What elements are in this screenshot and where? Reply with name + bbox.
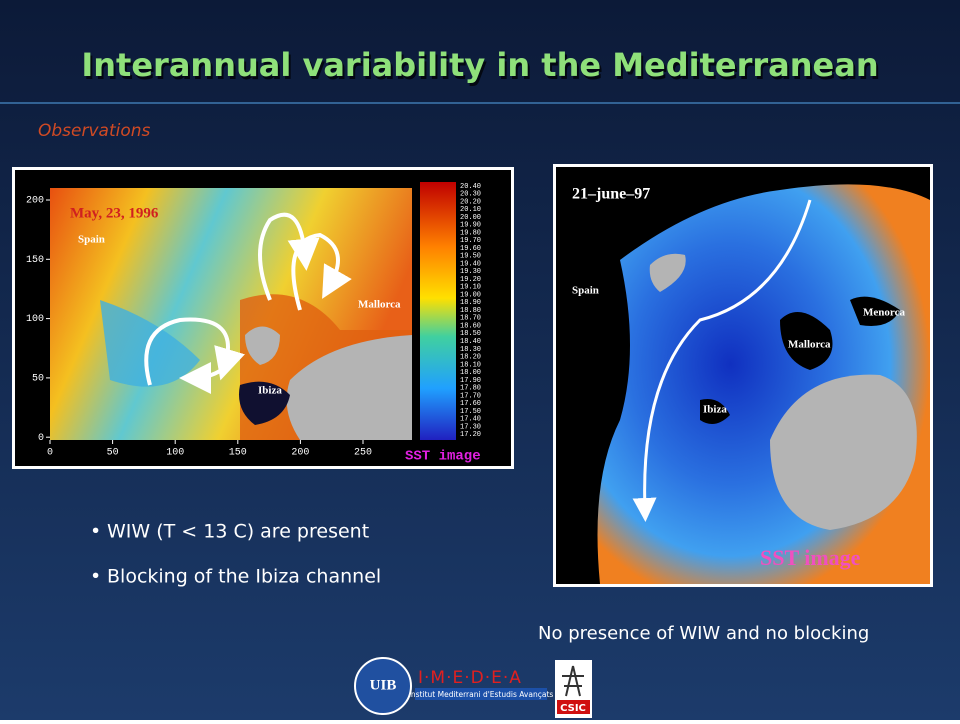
x-tick-label: 250	[354, 448, 372, 459]
colorbar-label: 18.60	[460, 322, 481, 330]
place-label: Mallorca	[788, 339, 831, 351]
colorbar-label: 18.80	[460, 307, 481, 315]
colorbar-label: 20.40	[460, 183, 481, 191]
section-label: Observations	[38, 121, 151, 141]
colorbar-label: 19.80	[460, 229, 481, 237]
colorbar-label: 19.30	[460, 268, 481, 276]
title: Interannual variability in the Mediterra…	[81, 46, 878, 84]
x-tick-label: 100	[166, 448, 184, 459]
place-label: Mallorca	[358, 299, 401, 311]
colorbar-label: 17.90	[460, 377, 481, 385]
colorbar-label: 19.40	[460, 260, 481, 268]
place-label: Menorca	[863, 307, 905, 319]
bullet-text: WIW (T < 13 C) are present	[107, 521, 369, 543]
colorbar-label: 20.30	[460, 191, 481, 199]
logos: UIB I·M·E·D·E·A Institut Mediterrani d'E…	[354, 657, 592, 718]
colorbar-label: 19.00	[460, 291, 481, 299]
colorbar-label: 19.50	[460, 253, 481, 261]
x-tick-label: 0	[47, 448, 53, 459]
y-tick-label: 0	[38, 433, 44, 444]
colorbar-label: 19.70	[460, 237, 481, 245]
colorbar-label: 18.40	[460, 338, 481, 346]
colorbar-label: 20.10	[460, 206, 481, 214]
left-sst-image: May, 23, 1996 Spain Mallorca Ibiza SST i…	[12, 167, 514, 469]
colorbar-label: 18.30	[460, 346, 481, 354]
place-label: Spain	[78, 234, 105, 246]
colorbar-label: 19.20	[460, 276, 481, 284]
place-label: Ibiza	[258, 385, 282, 397]
colorbar-label: 18.50	[460, 330, 481, 338]
image-date: 21–june–97	[572, 186, 650, 203]
colorbar-label: 19.10	[460, 284, 481, 292]
image-date: May, 23, 1996	[70, 205, 159, 221]
logo-text: Institut Mediterrani d'Estudis Avançats	[409, 690, 554, 699]
colorbar-label: 17.60	[460, 400, 481, 408]
colorbar-label: 18.00	[460, 369, 481, 377]
colorbar-label: 17.80	[460, 385, 481, 393]
logo-text: UIB	[370, 677, 397, 693]
right-note: No presence of WIW and no blocking	[538, 623, 869, 644]
colorbar-label: 18.90	[460, 299, 481, 307]
colorbar-label: 17.50	[460, 408, 481, 416]
bullet-text: Blocking of the Ibiza channel	[107, 566, 381, 588]
title-shadow: Interannual variability in the Mediterra…	[83, 49, 880, 87]
bullet: •	[90, 566, 101, 588]
y-tick-label: 50	[32, 374, 44, 385]
colorbar-label: 20.20	[460, 198, 481, 206]
colorbar-label: 18.10	[460, 361, 481, 369]
colorbar-label: 17.40	[460, 416, 481, 424]
logo-text: CSIC	[560, 703, 586, 714]
y-tick-label: 200	[26, 196, 44, 207]
colorbar-label: 18.70	[460, 315, 481, 323]
y-tick-label: 100	[26, 314, 44, 325]
x-tick-label: 200	[291, 448, 309, 459]
colorbar-label: 20.00	[460, 214, 481, 222]
place-label: Spain	[572, 285, 599, 297]
bullet-list: • WIW (T < 13 C) are present • Blocking …	[90, 521, 381, 588]
right-sst-image: 21–june–97 Spain Menorca Mallorca Ibiza …	[553, 164, 933, 587]
colorbar-label: 17.70	[460, 392, 481, 400]
image-caption: SST image	[405, 449, 481, 465]
colorbar-label: 19.60	[460, 245, 481, 253]
image-caption: SST image	[760, 545, 861, 570]
colorbar-label: 18.20	[460, 354, 481, 362]
place-label: Ibiza	[703, 404, 727, 416]
y-tick-label: 150	[26, 255, 44, 266]
colorbar-label: 17.20	[460, 431, 481, 439]
x-tick-label: 50	[107, 448, 119, 459]
bullet: •	[90, 521, 101, 543]
colorbar-label: 17.30	[460, 423, 481, 431]
x-tick-label: 150	[229, 448, 247, 459]
logo-text: I·M·E·D·E·A	[418, 668, 522, 688]
colorbar-label: 19.90	[460, 222, 481, 230]
